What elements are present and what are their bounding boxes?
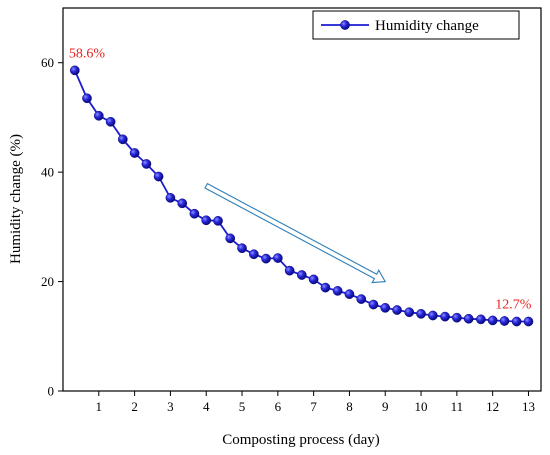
y-tick-label: 60 (41, 55, 54, 70)
data-point (225, 233, 236, 244)
y-tick-label: 20 (41, 274, 54, 289)
x-tick-label: 5 (239, 399, 246, 414)
data-point (296, 270, 307, 280)
data-point (189, 208, 200, 219)
data-point (237, 243, 247, 254)
series-humidity-change (69, 65, 534, 327)
data-point (201, 215, 212, 226)
x-tick-label: 3 (167, 399, 174, 414)
data-point (93, 110, 104, 121)
x-tick-label: 1 (96, 399, 103, 414)
data-point (440, 311, 450, 322)
data-point (511, 316, 522, 327)
data-point (69, 65, 80, 76)
data-point (105, 116, 116, 127)
x-axis-title: Composting process (day) (222, 432, 379, 448)
y-tick-label: 40 (41, 165, 54, 180)
data-point (320, 282, 331, 293)
data-point (428, 310, 438, 321)
data-point (475, 314, 486, 325)
data-point (165, 193, 176, 203)
data-point (380, 302, 391, 313)
data-point (392, 305, 402, 315)
data-label: 12.7% (495, 298, 532, 313)
x-tick-label: 12 (486, 399, 499, 414)
data-point (452, 312, 462, 323)
x-tick-label: 2 (131, 399, 138, 414)
data-point (499, 316, 510, 326)
data-point (332, 286, 343, 296)
legend: Humidity change (312, 10, 520, 40)
annotations: 58.6% 12.7% (69, 46, 532, 312)
data-point (141, 159, 152, 169)
x-tick-label: 4 (203, 399, 210, 414)
x-tick-label: 9 (382, 399, 389, 414)
y-axis-title: Humidity change (%) (8, 134, 24, 264)
x-tick-label: 10 (415, 399, 428, 414)
data-point (463, 313, 474, 324)
series-line (73, 70, 529, 323)
trend-arrow (204, 182, 387, 284)
data-point (213, 215, 223, 226)
data-point (272, 253, 283, 263)
x-tick-label: 7 (310, 399, 317, 414)
data-point (117, 134, 128, 145)
x-tick-label: 8 (346, 399, 353, 414)
data-point (487, 315, 498, 326)
data-point (368, 299, 379, 310)
data-point (129, 148, 140, 158)
data-point (284, 265, 295, 276)
y-tick-label: 0 (48, 384, 55, 399)
legend-label: Humidity change (375, 18, 479, 34)
x-tick-label: 6 (275, 399, 282, 414)
data-point (523, 316, 534, 327)
data-label: 58.6% (69, 46, 106, 61)
data-point (404, 307, 415, 318)
x-tick-label: 11 (451, 399, 464, 414)
x-tick-label: 13 (522, 399, 535, 414)
plot-frame (62, 7, 542, 392)
data-point (308, 274, 319, 285)
data-point (356, 294, 367, 304)
data-point (82, 93, 92, 104)
data-point (248, 249, 259, 260)
data-point (177, 198, 188, 209)
data-point (261, 253, 271, 264)
legend-marker-swatch (340, 20, 350, 30)
data-point (416, 309, 426, 319)
data-point (344, 289, 355, 300)
data-point (153, 171, 164, 182)
plot-area-border (62, 7, 542, 392)
